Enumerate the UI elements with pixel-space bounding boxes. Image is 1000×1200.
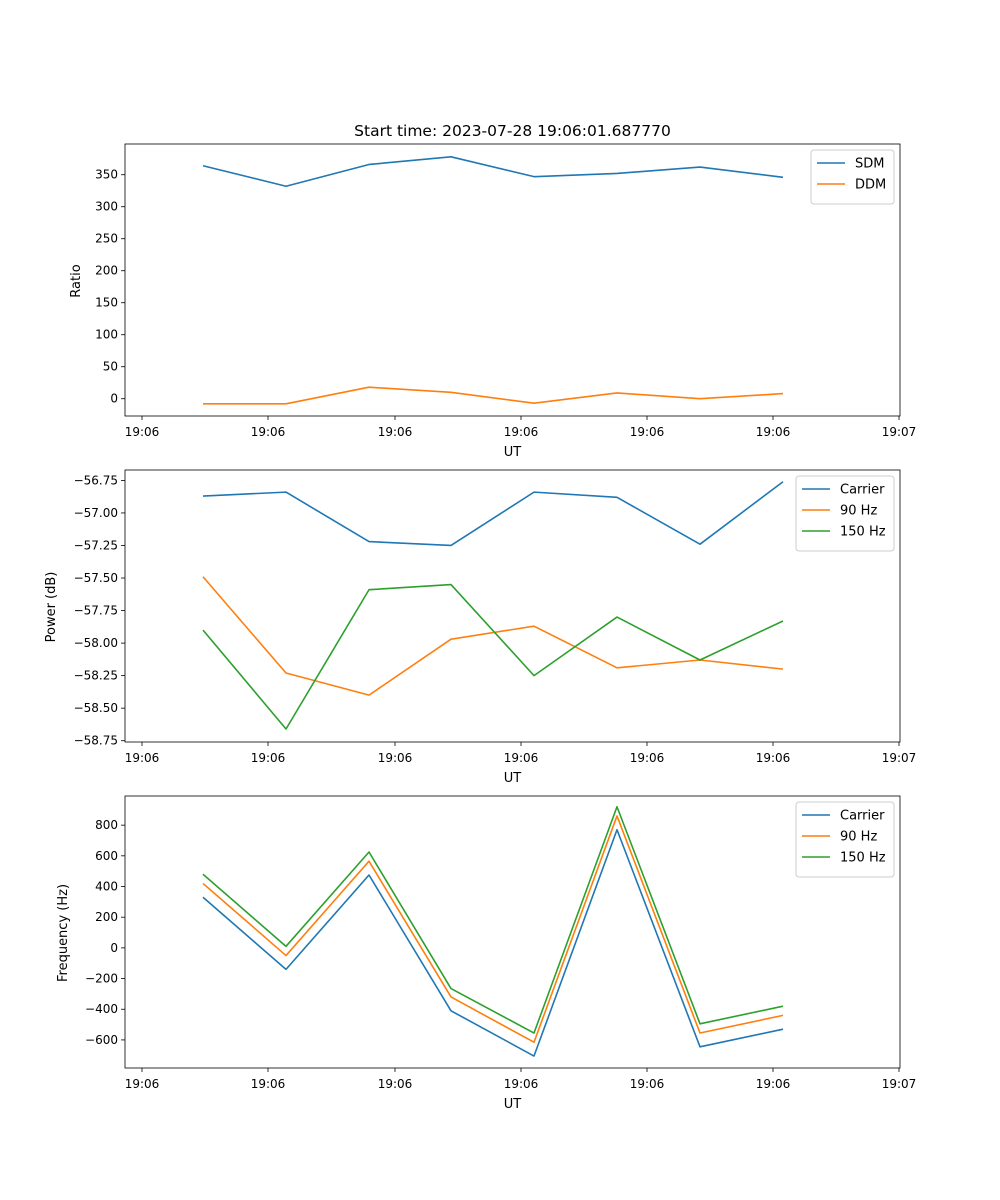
y-tick-label: −600 xyxy=(85,1033,118,1047)
x-tick-label: 19:06 xyxy=(756,425,791,439)
y-tick-label: 0 xyxy=(110,392,118,406)
axes-frame xyxy=(124,469,901,743)
y-tick-label: −57.00 xyxy=(74,506,118,520)
y-tick-label: 50 xyxy=(103,360,118,374)
y-tick-label: 100 xyxy=(95,328,118,342)
y-tick-label: −200 xyxy=(85,972,118,986)
x-tick-label: 19:06 xyxy=(378,1077,413,1091)
y-axis-label: Power (dB) xyxy=(44,572,59,643)
power-panel: −58.75 −58.50 −58.25 −58.00 −57.75 −57.50 −57.… xyxy=(44,469,917,786)
legend: Carrier 90 Hz 150 Hz xyxy=(795,801,895,878)
series-line-150-hz xyxy=(202,583,784,730)
legend-label: 90 Hz xyxy=(840,504,877,519)
series-line-90-hz xyxy=(202,576,784,696)
y-tick-label: −58.75 xyxy=(74,734,118,748)
series-line-sdm xyxy=(202,156,784,188)
legend-label: 90 Hz xyxy=(840,830,877,845)
y-tick-label: 300 xyxy=(95,200,118,214)
series-line-carrier xyxy=(202,481,784,547)
legend-label: Carrier xyxy=(840,809,885,824)
legend-label: Carrier xyxy=(840,483,885,498)
axes-frame xyxy=(124,143,901,417)
power-plot-area: −58.75 −58.50 −58.25 −58.00 −57.75 −57.50 −57.… xyxy=(74,469,917,765)
legend-label: SDM xyxy=(855,157,884,172)
y-tick-label: −400 xyxy=(85,1002,118,1016)
ratio-plot-area: 0 50 100 150 200 250 300 350 19:06 19:06 19:06 19:0… xyxy=(95,143,917,439)
x-tick-label: 19:06 xyxy=(630,1077,665,1091)
series-line-carrier xyxy=(202,828,784,1057)
series-line-ddm xyxy=(203,386,784,405)
y-tick-label: 350 xyxy=(95,168,118,182)
y-tick-label: −58.00 xyxy=(74,636,118,650)
x-axis-label: UT xyxy=(504,771,522,786)
x-tick-label: 19:06 xyxy=(251,751,286,765)
y-tick-label: −57.50 xyxy=(74,571,118,585)
frequency-plot-area: −600 −400 −200 0 200 400 600 800 19:06 19:06 19:06… xyxy=(85,795,917,1091)
axes-frame xyxy=(124,795,901,1069)
x-tick-label: 19:06 xyxy=(504,425,539,439)
y-axis-label: Ratio xyxy=(69,264,84,297)
ratio-panel: Start time: 2023-07-28 19:06:01.687770 0… xyxy=(69,122,916,460)
legend-label: 150 Hz xyxy=(840,525,886,540)
legend: Carrier 90 Hz 150 Hz xyxy=(795,475,895,552)
x-tick-label: 19:07 xyxy=(882,751,917,765)
y-tick-label: 0 xyxy=(110,941,118,955)
y-tick-label: −56.75 xyxy=(74,473,118,487)
series-line-150-hz xyxy=(202,805,784,1034)
x-tick-label: 19:07 xyxy=(882,425,917,439)
x-tick-label: 19:06 xyxy=(504,1077,539,1091)
y-tick-label: 200 xyxy=(95,264,118,278)
x-tick-label: 19:06 xyxy=(125,1077,160,1091)
frequency-panel: −600 −400 −200 0 200 400 600 800 19:06 19:06 19:06… xyxy=(56,795,917,1112)
y-tick-label: −58.25 xyxy=(74,669,118,683)
chart-title: Start time: 2023-07-28 19:06:01.687770 xyxy=(354,122,671,140)
series-line-90-hz xyxy=(202,815,784,1044)
y-tick-label: 400 xyxy=(95,880,118,894)
y-tick-label: −58.50 xyxy=(74,701,118,715)
legend-box xyxy=(795,475,895,552)
x-tick-label: 19:06 xyxy=(251,425,286,439)
x-tick-label: 19:06 xyxy=(251,1077,286,1091)
legend: SDM DDM xyxy=(810,149,895,205)
x-tick-label: 19:06 xyxy=(504,751,539,765)
x-tick-label: 19:07 xyxy=(882,1077,917,1091)
y-tick-label: −57.25 xyxy=(74,538,118,552)
y-tick-label: 800 xyxy=(95,818,118,832)
x-axis-label: UT xyxy=(504,1097,522,1112)
legend-label: DDM xyxy=(855,178,886,193)
y-tick-label: 600 xyxy=(95,849,118,863)
x-tick-label: 19:06 xyxy=(125,751,160,765)
y-tick-label: 200 xyxy=(95,910,118,924)
y-axis-label: Frequency (Hz) xyxy=(56,884,71,982)
x-tick-label: 19:06 xyxy=(630,425,665,439)
x-tick-label: 19:06 xyxy=(756,751,791,765)
legend-label: 150 Hz xyxy=(840,851,886,866)
y-tick-label: 150 xyxy=(95,296,118,310)
x-tick-label: 19:06 xyxy=(630,751,665,765)
y-tick-label: −57.75 xyxy=(74,604,118,618)
legend-box xyxy=(795,801,895,878)
x-axis-label: UT xyxy=(504,445,522,460)
x-tick-label: 19:06 xyxy=(378,751,413,765)
x-tick-label: 19:06 xyxy=(378,425,413,439)
x-tick-label: 19:06 xyxy=(125,425,160,439)
x-tick-label: 19:06 xyxy=(756,1077,791,1091)
y-tick-label: 250 xyxy=(95,232,118,246)
